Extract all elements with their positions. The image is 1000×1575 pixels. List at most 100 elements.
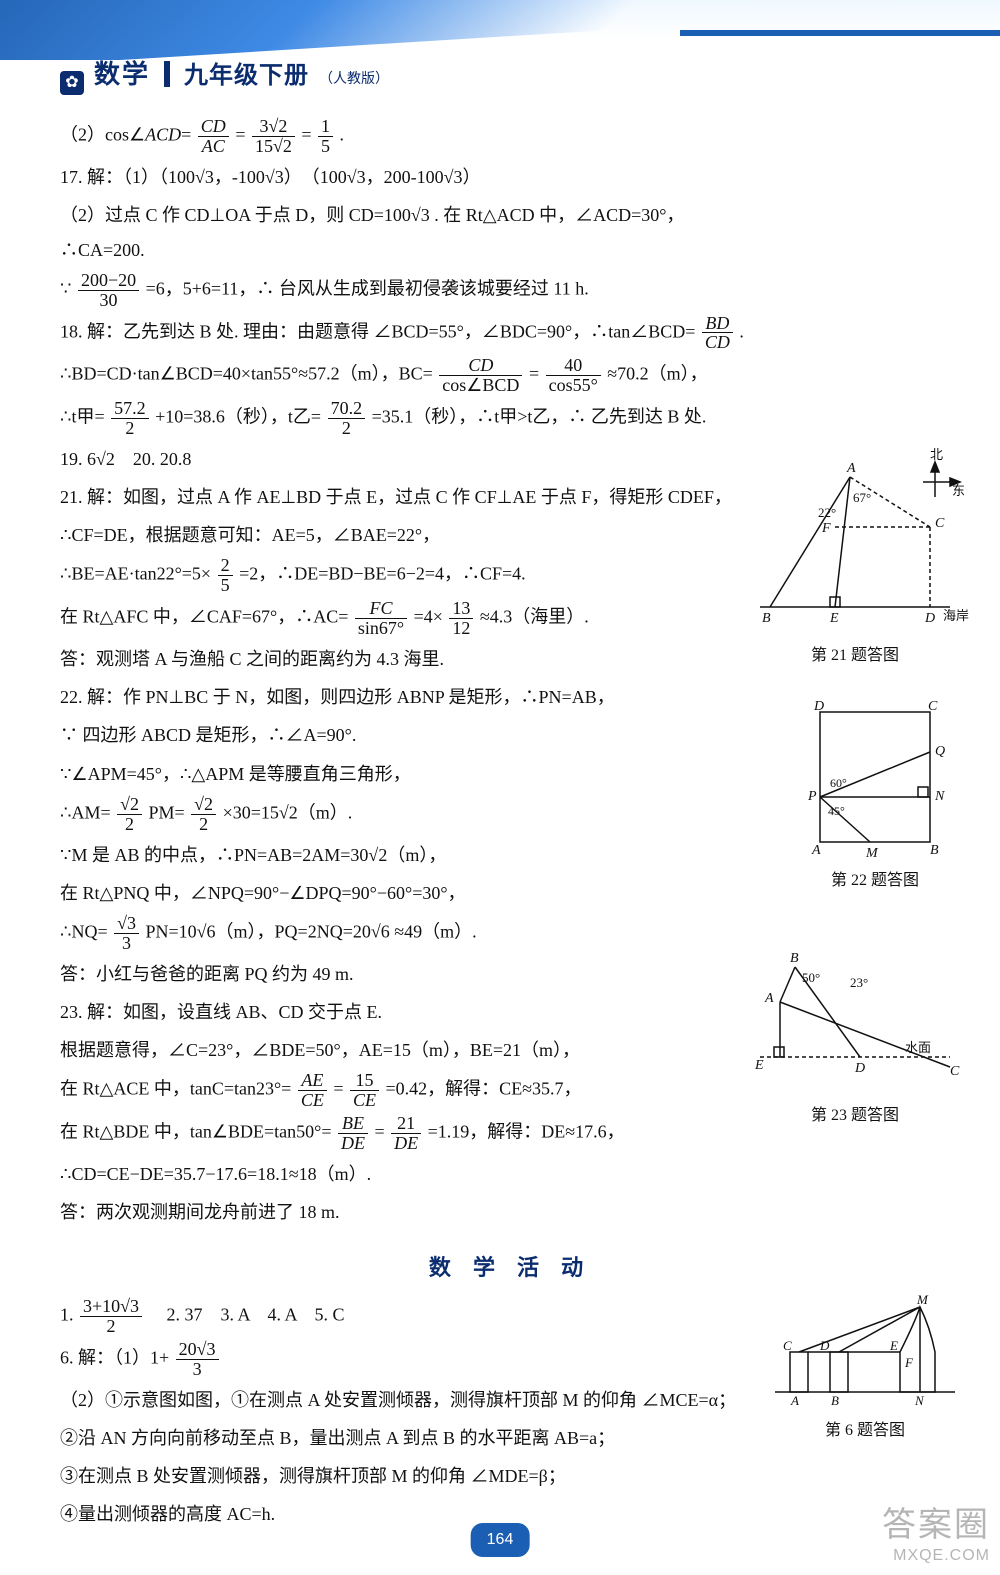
figure-23: B A E D C 50° 23° 水面 第 23 题答图 [740, 947, 970, 1131]
text: =2，∴DE=BD−BE=6−2=4，∴CF=4. [239, 564, 526, 584]
text: 1. [60, 1304, 78, 1324]
fraction: √22 [115, 795, 144, 834]
solution-line: ③在测点 B 处安置测倾器，测得旗杆顶部 M 的仰角 ∠MDE=β； [60, 1459, 750, 1493]
text: 在 Rt△AFC 中，∠CAF=67°，∴AC= [60, 607, 348, 627]
text: ∴NQ= [60, 921, 108, 941]
svg-text:C: C [950, 1064, 960, 1079]
solution-line: ∴BD=CD·tan∠BCD=40×tan55°≈57.2（m），BC= CDc… [60, 356, 750, 395]
svg-text:D: D [819, 1338, 830, 1353]
fraction: AECE [296, 1071, 329, 1110]
text: ×30=15√2（m）. [223, 802, 353, 822]
section-title: 数 学 活 动 [60, 1247, 960, 1289]
solution-line: ∵M 是 AB 的中点，∴PN=AB=2AM=30√2（m）， [60, 838, 750, 872]
fraction: 40cos55° [544, 356, 603, 395]
text: = [181, 125, 191, 145]
text: ∵ [60, 278, 71, 298]
diagram-icon: D C Q N P A B M 60° 45° [790, 692, 960, 862]
svg-text:A: A [764, 991, 774, 1006]
svg-text:F: F [904, 1355, 914, 1370]
watermark-url: MXQE.COM [882, 1546, 990, 1565]
fraction: CDcos∠BCD [437, 356, 524, 395]
fraction: 3+10√32 [78, 1297, 144, 1336]
svg-text:B: B [790, 951, 799, 966]
text: =35.1（秒），∴t甲>t乙，∴ 乙先到达 B 处. [372, 407, 707, 427]
svg-text:N: N [914, 1393, 925, 1408]
text: 在 Rt△ACE 中，tanC=tan23°= [60, 1079, 291, 1099]
solution-line: ④量出测倾器的高度 AC=h. [60, 1497, 750, 1531]
text: 2. 37 3. A 4. A 5. C [149, 1304, 345, 1324]
fraction: √22 [189, 795, 218, 834]
figure-22: D C Q N P A B M 60° 45° 第 22 题答图 [780, 692, 970, 896]
text: 18. 解：乙先到达 B 处. 理由：由题意得 ∠BCD=55°，∠BDC=90… [60, 321, 695, 341]
fraction: FCsin67° [353, 599, 409, 638]
figure-caption: 第 22 题答图 [780, 866, 970, 896]
svg-text:D: D [854, 1061, 865, 1076]
fraction: 15 [316, 117, 335, 156]
solution-line: ∴CF=DE，根据题意可知：AE=5，∠BAE=22°， [60, 518, 750, 552]
solution-line: （2）①示意图如图，①在测点 A 处安置测倾器，测得旗杆顶部 M 的仰角 ∠MC… [60, 1383, 750, 1417]
solution-line: 在 Rt△BDE 中，tan∠BDE=tan50°= BEDE = 21DE =… [60, 1114, 750, 1153]
solution-line: 在 Rt△PNQ 中，∠NPQ=90°−∠DPQ=90°−60°=30°， [60, 876, 750, 910]
figure-caption: 第 6 题答图 [760, 1416, 970, 1446]
text: =4× [414, 607, 443, 627]
svg-text:C: C [783, 1338, 792, 1353]
svg-text:M: M [916, 1292, 929, 1307]
text: = [333, 1079, 343, 1099]
edition-label: （人教版） [319, 65, 389, 92]
svg-text:D: D [924, 611, 935, 626]
fraction: 57.22 [109, 399, 151, 438]
svg-text:C: C [935, 516, 945, 531]
text: （2）cos∠ [60, 125, 145, 145]
grade-label: 九年级下册 [184, 53, 309, 99]
text: . [340, 125, 345, 145]
svg-text:水面: 水面 [905, 1040, 931, 1055]
text: PN=10√6（m），PQ=2NQ=20√6 ≈49（m）. [146, 921, 477, 941]
fraction: 3√215√2 [250, 117, 297, 156]
solution-line: 23. 解：如图，设直线 AB、CD 交于点 E. [60, 995, 750, 1029]
text: ∴AM= [60, 802, 111, 822]
svg-text:N: N [934, 789, 945, 804]
solution-line: 在 Rt△ACE 中，tanC=tan23°= AECE = 15CE =0.4… [60, 1071, 750, 1110]
page: ✿ 数学 九年级下册 （人教版） （2）cos∠ACD= CDAC = 3√21… [0, 0, 1000, 1575]
subject-title: 数学 [94, 50, 150, 99]
solution-line: 在 Rt△AFC 中，∠CAF=67°，∴AC= FCsin67° =4× 13… [60, 599, 750, 638]
text: ACD [145, 125, 181, 145]
svg-text:P: P [807, 789, 817, 804]
text: =1.19，解得：DE≈17.6， [428, 1122, 625, 1142]
fraction: 25 [216, 556, 235, 595]
fraction: BEDE [336, 1114, 370, 1153]
fraction: 15CE [348, 1071, 381, 1110]
diagram-icon: A B N C D E F M [765, 1292, 965, 1412]
solution-line: 18. 解：乙先到达 B 处. 理由：由题意得 ∠BCD=55°，∠BDC=90… [60, 314, 750, 353]
svg-text:50°: 50° [802, 970, 820, 985]
svg-text:E: E [889, 1338, 898, 1353]
watermark-title: 答案圈 [882, 1505, 990, 1546]
text: ∴t甲= [60, 407, 105, 427]
svg-text:A: A [790, 1393, 799, 1408]
solution-line: 22. 解：作 PN⊥BC 于 N，如图，则四边形 ABNP 是矩形，∴PN=A… [60, 680, 750, 714]
solution-line: 1. 3+10√32 2. 37 3. A 4. A 5. C [60, 1297, 750, 1336]
fraction: 20√33 [174, 1340, 221, 1379]
solution-line: 6. 解：（1）1+ 20√33 [60, 1340, 750, 1379]
content-body: （2）cos∠ACD= CDAC = 3√215√2 = 15 . 17. 解：… [60, 117, 960, 1531]
text: =6，5+6=11，∴ 台风从生成到最初侵袭该城要经过 11 h. [146, 278, 589, 298]
text: ∴BE=AE·tan22°=5× [60, 564, 211, 584]
text: 在 Rt△BDE 中，tan∠BDE=tan50°= [60, 1122, 331, 1142]
svg-text:A: A [811, 843, 821, 858]
text: ≈70.2（m）， [607, 364, 707, 384]
svg-text:东: 东 [952, 483, 965, 498]
solution-line: ∴AM= √22 PM= √22 ×30=15√2（m）. [60, 795, 750, 834]
fraction: 70.22 [326, 399, 368, 438]
text: = [374, 1122, 384, 1142]
svg-text:45°: 45° [828, 804, 845, 818]
svg-text:海岸: 海岸 [943, 608, 969, 623]
svg-text:22°: 22° [818, 505, 836, 520]
svg-text:北: 北 [930, 447, 943, 462]
solution-line: ∴NQ= √33 PN=10√6（m），PQ=2NQ=20√6 ≈49（m）. [60, 914, 750, 953]
svg-text:E: E [829, 611, 839, 626]
svg-text:Q: Q [935, 744, 945, 759]
svg-text:B: B [930, 843, 939, 858]
solution-line: ②沿 AN 方向向前移动至点 B，量出测点 A 到点 B 的水平距离 AB=a； [60, 1421, 750, 1455]
solution-line: （2）cos∠ACD= CDAC = 3√215√2 = 15 . [60, 117, 750, 156]
text: ∴BD=CD·tan∠BCD=40×tan55°≈57.2（m），BC= [60, 364, 433, 384]
